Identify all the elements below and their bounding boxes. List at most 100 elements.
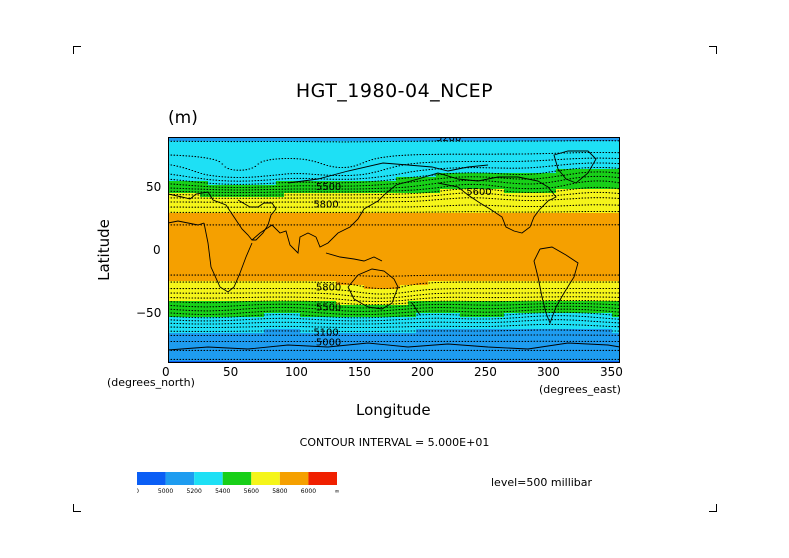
height-band-cell: [168, 257, 620, 261]
height-band-cell: [168, 145, 620, 149]
x-tick-label-100: 100: [285, 365, 308, 379]
contour-label: 5500: [316, 303, 341, 314]
coast-north-america: [417, 172, 557, 234]
colorbar: 0 5000 5200 5400 5600 5800 6000 ∞: [137, 472, 340, 495]
y-axis-label: Latitude: [95, 219, 113, 281]
x-tick-label-250: 250: [474, 365, 497, 379]
height-band-cell: [168, 141, 620, 145]
coastlines: [168, 150, 620, 351]
x-tick-label-350: 350: [600, 365, 623, 379]
height-band-cell: [168, 273, 620, 277]
height-band-cell: [168, 149, 620, 153]
height-band-cell: [168, 225, 620, 229]
height-band-cell: [168, 161, 620, 165]
colorbar-label: 0: [137, 488, 139, 495]
height-band-cell: [168, 341, 620, 345]
y-tick-label-minus50: −50: [136, 306, 162, 320]
contour-label: 5100: [313, 328, 338, 339]
height-band-cell: [168, 209, 620, 213]
coast-new-zealand: [411, 302, 421, 316]
contour-label: 5800: [316, 282, 341, 293]
height-band-cell: [168, 245, 620, 249]
level-text: level=500 millibar: [491, 476, 593, 489]
x-tick-label-0: 0: [162, 365, 170, 379]
colorbar-label: 5200: [187, 488, 202, 495]
height-band-cell: [276, 181, 620, 185]
height-band-cell: [400, 285, 620, 289]
height-band-cell: [168, 297, 620, 301]
height-band-cell: [168, 241, 620, 245]
height-band-cell: [504, 189, 556, 193]
y-tick-label-0: 0: [153, 243, 161, 257]
height-band-cell: [168, 281, 336, 285]
height-band-cell: [168, 169, 556, 173]
height-band-cell: [168, 197, 620, 201]
colorbar-swatch: [308, 472, 337, 485]
colorbar-label: 5400: [215, 488, 230, 495]
colorbar-swatch: [194, 472, 223, 485]
height-band-cell: [168, 157, 620, 161]
x-axis-units: (degrees_east): [539, 383, 621, 396]
colorbar-label: ∞: [335, 488, 340, 495]
height-band-cell: [612, 313, 620, 317]
height-band-cell: [300, 329, 416, 333]
height-band-cell: [168, 201, 620, 205]
height-band-cell: [168, 349, 620, 353]
height-band-cell: [284, 193, 620, 197]
height-band-cell: [168, 137, 620, 141]
x-axis-label: Longitude: [356, 401, 431, 419]
contour-label: 5800: [313, 200, 338, 211]
height-band-cell: [440, 189, 504, 193]
height-band-cell: [168, 333, 620, 337]
coast-antarctica: [168, 342, 620, 351]
colorbar-swatch: [165, 472, 195, 485]
height-band-cell: [168, 293, 620, 297]
height-band-cell: [408, 301, 620, 305]
frame-corner-bottom-left: [73, 504, 81, 512]
height-band-cell: [436, 173, 620, 177]
colorbar-swatch: [279, 472, 309, 485]
height-band-cell: [168, 253, 620, 257]
coast-east-asia: [315, 178, 419, 248]
height-band-cell: [168, 353, 620, 357]
height-band-cell: [168, 153, 620, 157]
height-band-cell: [168, 317, 620, 321]
height-band-cell: [168, 189, 440, 193]
height-band-cell: [336, 281, 428, 285]
frame-corner-top-left: [73, 46, 81, 54]
x-tick-label-150: 150: [348, 365, 371, 379]
contour-interval-text: CONTOUR INTERVAL = 5.000E+01: [299, 436, 490, 449]
height-band-cell: [168, 229, 620, 233]
contour-label: 5600: [466, 187, 491, 198]
coast-greenland: [553, 150, 597, 184]
coast-australia: [347, 268, 399, 310]
frame-corner-top-right: [709, 46, 717, 54]
height-band-cell: [168, 221, 620, 225]
x-tick-label-300: 300: [537, 365, 560, 379]
height-band-cell: [168, 345, 620, 349]
height-band-cell: [168, 249, 620, 253]
colorbar-label: 6000: [301, 488, 316, 495]
height-band-cell: [168, 213, 620, 217]
height-band-cell: [428, 281, 620, 285]
height-band-cell: [168, 301, 336, 305]
y-axis-units: (degrees_north): [107, 376, 195, 389]
height-band-cell: [416, 329, 612, 333]
x-tick-label-50: 50: [223, 365, 239, 379]
colorbar-label: 5000: [158, 488, 173, 495]
height-band-cell: [168, 357, 620, 361]
coast-arabia-india: [251, 224, 317, 254]
colorbar-label: 5600: [244, 488, 259, 495]
height-bands: [168, 137, 620, 363]
height-band-cell: [168, 217, 620, 221]
height-band-cell: [396, 177, 620, 181]
colorbar-swatch: [251, 472, 280, 485]
coast-africa-south: [203, 222, 253, 293]
colorbar-label: 5800: [272, 488, 287, 495]
height-band-cell: [364, 285, 400, 289]
height-band-cell: [168, 265, 620, 269]
coast-siberia: [287, 162, 489, 184]
coast-africa-west: [168, 220, 205, 226]
